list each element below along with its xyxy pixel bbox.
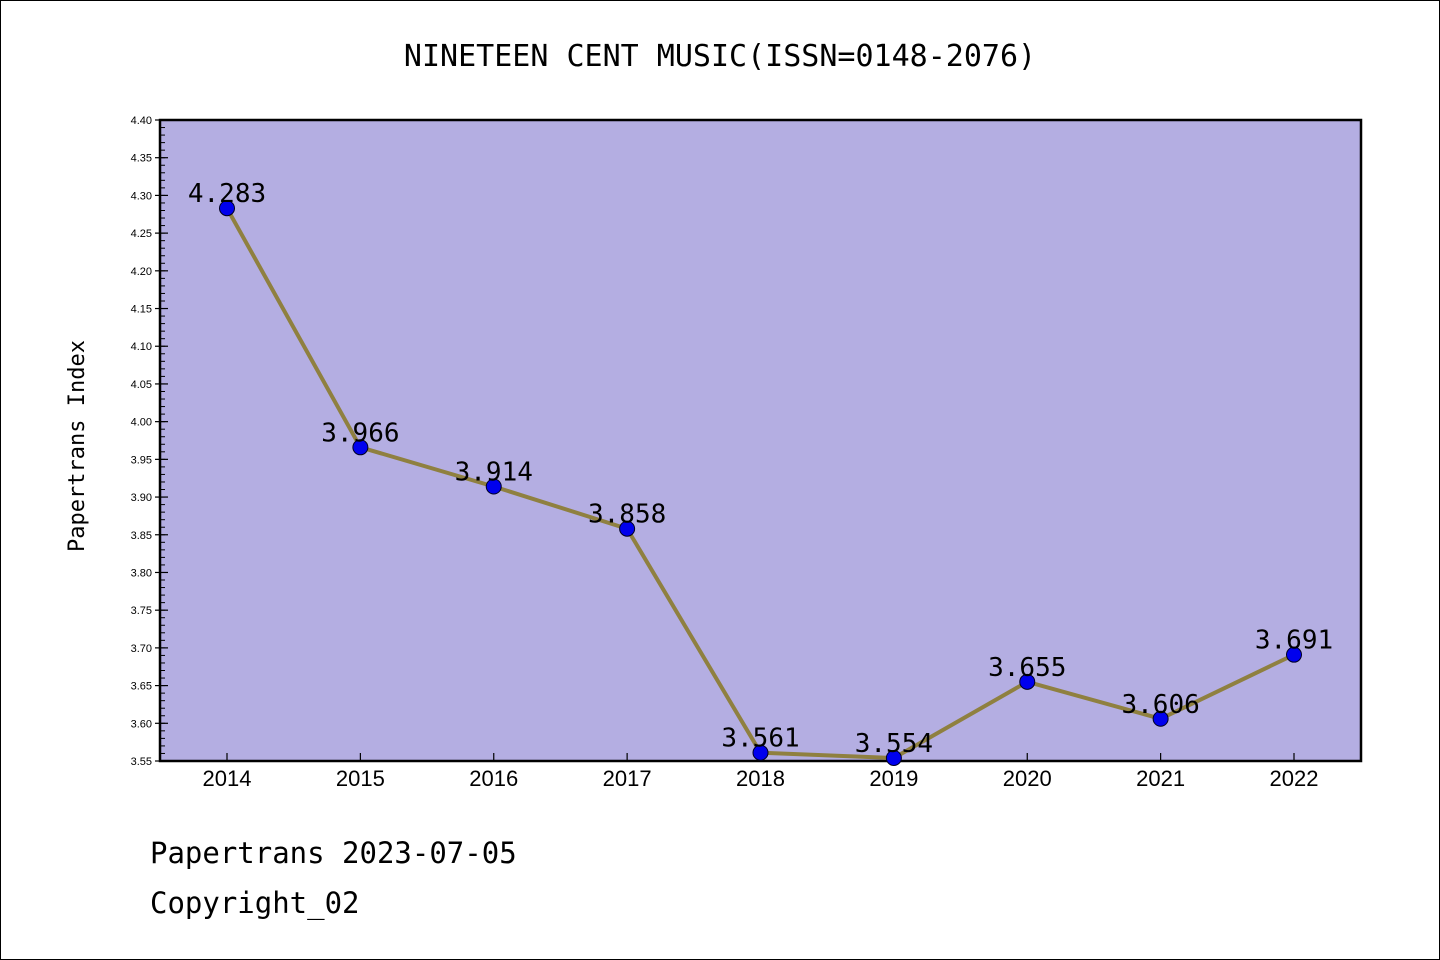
data-point [352, 439, 369, 456]
y-tick-label: 4.20 [131, 266, 152, 278]
footer-date: Papertrans 2023-07-05 [150, 836, 517, 870]
y-tick-label: 3.70 [131, 643, 152, 655]
y-tick-label: 4.25 [131, 228, 152, 240]
data-label: 3.966 [321, 418, 399, 448]
x-tick-label: 2020 [1003, 766, 1052, 791]
x-axis-ticks: 2014 2015 2016 2017 2018 2019 2020 2021 2022 [203, 753, 1319, 791]
x-tick-label: 2017 [603, 766, 652, 791]
x-tick-label: 2022 [1270, 766, 1319, 791]
y-tick-label: 3.75 [131, 605, 152, 617]
data-point [619, 520, 636, 537]
footer-copyright: Copyright_02 [150, 886, 360, 920]
data-point [485, 478, 502, 495]
y-tick-label: 4.35 [131, 153, 152, 165]
y-tick-label: 3.80 [131, 567, 152, 579]
data-label: 3.606 [1121, 690, 1199, 720]
x-tick-label: 2019 [869, 766, 918, 791]
x-tick-label: 2015 [336, 766, 385, 791]
y-tick-label: 4.05 [131, 379, 152, 391]
y-axis-ticks: 3.55 3.60 3.65 3.70 3.75 3.80 3.85 3.90 3.95 4.00… [131, 115, 168, 768]
x-tick-label: 2021 [1136, 766, 1185, 791]
data-label: 3.554 [855, 729, 933, 759]
data-label: 3.691 [1255, 626, 1333, 656]
data-label: 4.283 [188, 179, 266, 209]
data-label: 3.561 [721, 724, 799, 754]
data-point [885, 749, 902, 766]
y-tick-label: 3.95 [131, 454, 152, 466]
y-tick-label: 3.65 [131, 681, 152, 693]
y-tick-label: 4.15 [131, 304, 152, 316]
y-axis-label: Papertrans Index [65, 340, 90, 552]
y-tick-label: 4.40 [131, 115, 152, 127]
chart-title: NINETEEN CENT MUSIC(ISSN=0148-2076) [404, 39, 1036, 74]
y-tick-label: 3.60 [131, 718, 152, 730]
y-tick-label: 4.10 [131, 341, 152, 353]
x-tick-label: 2018 [736, 766, 785, 791]
y-tick-label: 4.30 [131, 190, 152, 202]
data-label: 3.914 [455, 458, 533, 488]
data-point [1286, 646, 1302, 663]
data-labels: 4.283 3.966 3.914 3.858 3.561 3.554 3.655 3.606… [188, 179, 1333, 759]
data-label: 3.655 [988, 653, 1066, 683]
y-tick-label: 4.00 [131, 417, 152, 429]
data-label: 3.858 [588, 500, 666, 530]
y-tick-label: 3.55 [131, 756, 152, 768]
data-point [752, 744, 769, 761]
data-point [1152, 710, 1169, 727]
data-point [1019, 673, 1036, 690]
y-tick-label: 3.85 [131, 530, 152, 542]
y-tick-label: 3.90 [131, 492, 152, 504]
x-tick-label: 2016 [469, 766, 518, 791]
x-tick-label: 2014 [203, 766, 252, 791]
data-points [219, 200, 1302, 766]
data-point [219, 200, 235, 217]
